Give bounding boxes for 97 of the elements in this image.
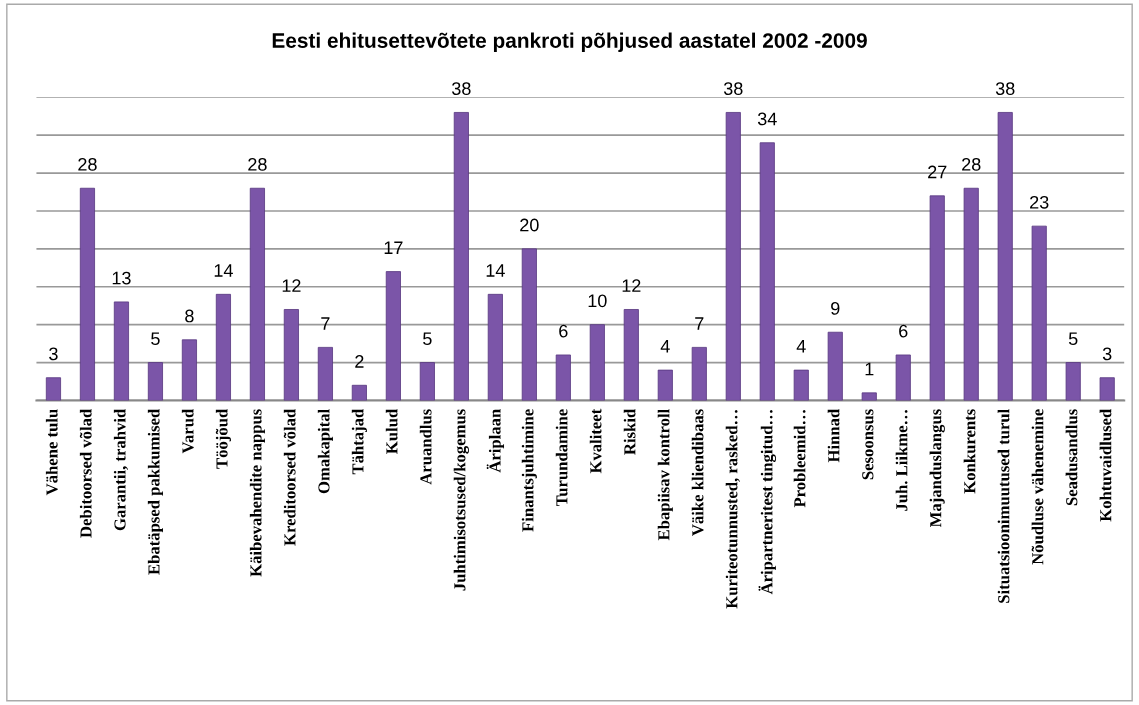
bar bbox=[181, 339, 197, 401]
bar bbox=[827, 331, 843, 401]
data-label: 10 bbox=[588, 294, 607, 308]
data-label: 7 bbox=[695, 317, 704, 330]
x-tick-label: Garantii, trahvid bbox=[113, 408, 129, 531]
bar bbox=[385, 271, 401, 401]
bar bbox=[1065, 362, 1081, 401]
data-label: 2 bbox=[355, 355, 364, 368]
data-label: 38 bbox=[452, 82, 471, 95]
x-tick-label: Konkurents bbox=[963, 409, 976, 494]
x-tick-label: Juh. Liikme… bbox=[895, 410, 908, 511]
x-tick-label: Debitoorsed võlad bbox=[79, 408, 92, 538]
x-tick-label: Kvaliteet bbox=[589, 408, 602, 474]
x-tick-label: Majanduslangus bbox=[929, 409, 945, 528]
x-tick-label: Ebapiisav kontroll bbox=[657, 409, 673, 541]
x-tick-label: Probleemid… bbox=[793, 410, 806, 508]
x-tick-label: Seadusandlus bbox=[1065, 409, 1078, 506]
bar bbox=[929, 195, 945, 401]
data-label: 23 bbox=[1030, 195, 1049, 209]
bar bbox=[793, 369, 809, 401]
bar bbox=[45, 377, 61, 401]
data-label: 4 bbox=[660, 340, 670, 353]
bar bbox=[419, 362, 435, 401]
data-label: 28 bbox=[78, 157, 97, 171]
data-label: 9 bbox=[831, 301, 840, 315]
data-label: 28 bbox=[248, 157, 267, 171]
x-tick-label: Turundamine bbox=[555, 409, 568, 507]
data-label: 8 bbox=[185, 309, 194, 323]
x-tick-label: Aruandlus bbox=[419, 409, 432, 485]
data-label: 6 bbox=[559, 324, 568, 338]
x-tick-label: Nõudluse vähenemine bbox=[1031, 409, 1044, 565]
bar bbox=[657, 369, 673, 401]
bar bbox=[861, 392, 877, 401]
x-tick-label: Ebatäpsed pakkumised bbox=[147, 408, 163, 575]
data-label: 5 bbox=[1068, 332, 1078, 346]
bar bbox=[963, 187, 979, 401]
x-tick-label: Omakapital bbox=[317, 409, 333, 494]
bar bbox=[1031, 225, 1047, 401]
chart-title: Eesti ehitusettevõtete pankroti põhjused aastatel 2002 -2009 bbox=[272, 32, 867, 53]
data-label: 14 bbox=[214, 264, 233, 277]
x-tick-label: Kohtuvaidlused bbox=[1099, 408, 1112, 522]
bar bbox=[759, 142, 775, 401]
bar bbox=[1099, 377, 1115, 401]
bar bbox=[555, 354, 571, 401]
bar bbox=[895, 354, 911, 401]
data-label: 38 bbox=[995, 82, 1015, 95]
x-tick-label: Väike kliendibaas bbox=[691, 409, 704, 536]
bar bbox=[351, 384, 367, 401]
data-label: 12 bbox=[282, 279, 301, 292]
bar bbox=[79, 187, 95, 401]
x-tick-label: Äripartneritest tingitud… bbox=[758, 410, 777, 595]
data-label: 20 bbox=[520, 218, 539, 232]
x-tick-label: Juhtimisotsused/kogemus bbox=[453, 409, 469, 591]
x-tick-label: Hinnad bbox=[827, 408, 840, 463]
data-label: 1 bbox=[865, 362, 874, 376]
x-tick-label: Situatsioonimuutused turul bbox=[997, 409, 1010, 603]
bar bbox=[589, 324, 605, 401]
x-tick-label: Kulud bbox=[385, 408, 398, 454]
data-label: 5 bbox=[151, 332, 160, 346]
bar bbox=[317, 346, 333, 401]
x-tick-label: Varud bbox=[181, 408, 194, 454]
x-tick-label: Finantsjuhtimine bbox=[521, 409, 537, 532]
data-label: 12 bbox=[622, 279, 641, 292]
data-label: 3 bbox=[49, 347, 58, 361]
x-tick-label: Vähene tulu bbox=[45, 409, 58, 496]
x-tick-label: Kreditoorsed võlad bbox=[283, 408, 296, 546]
bar bbox=[453, 112, 469, 401]
bar bbox=[249, 187, 265, 401]
x-tick-label: Riskid bbox=[623, 408, 636, 455]
bar bbox=[691, 346, 707, 401]
x-tick-label: Käibevahendite nappus bbox=[249, 409, 265, 577]
data-label: 3 bbox=[1102, 347, 1112, 361]
x-tick-label: Kuriteotunnusted, rasked… bbox=[725, 410, 740, 609]
data-label: 34 bbox=[757, 112, 777, 126]
bar bbox=[623, 309, 639, 401]
x-tick-label: Tähtajad bbox=[351, 408, 367, 475]
data-label: 14 bbox=[486, 264, 505, 277]
bar bbox=[283, 309, 299, 401]
bar bbox=[147, 362, 163, 401]
data-label: 5 bbox=[423, 332, 432, 346]
data-label: 7 bbox=[321, 317, 330, 330]
bar bbox=[215, 293, 231, 401]
bar bbox=[725, 112, 741, 401]
x-tick-label: Äriplaan bbox=[486, 409, 505, 473]
bar bbox=[521, 248, 537, 401]
data-label: 6 bbox=[899, 324, 908, 338]
x-tick-label: Tööjõud bbox=[215, 408, 231, 469]
data-label: 13 bbox=[112, 271, 131, 285]
data-label: 27 bbox=[928, 165, 947, 179]
bar bbox=[487, 293, 503, 401]
x-tick-label: Sesoonsus bbox=[862, 409, 874, 480]
data-label: 38 bbox=[723, 82, 743, 95]
data-label: 28 bbox=[962, 157, 981, 171]
data-label: 17 bbox=[384, 241, 403, 254]
data-label: 4 bbox=[796, 340, 806, 353]
bar bbox=[997, 112, 1013, 401]
bar bbox=[113, 301, 129, 401]
